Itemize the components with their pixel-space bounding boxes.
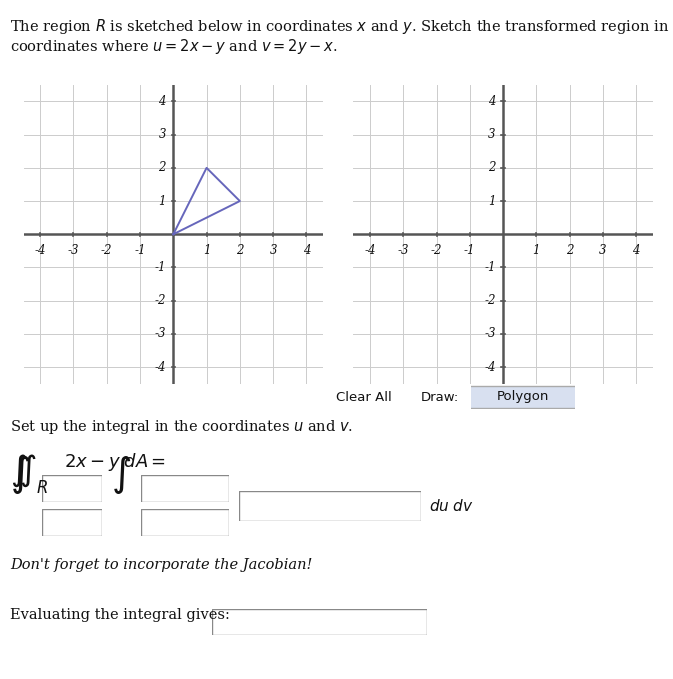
Text: coordinates where $u = 2x - y$ and $v = 2y - x$.: coordinates where $u = 2x - y$ and $v = …	[10, 37, 338, 56]
Text: -1: -1	[135, 244, 146, 257]
Text: 3: 3	[269, 244, 277, 257]
Text: Clear All: Clear All	[336, 390, 392, 404]
FancyBboxPatch shape	[469, 386, 577, 408]
Text: 1: 1	[158, 195, 166, 208]
Text: -1: -1	[464, 244, 476, 257]
Text: 3: 3	[158, 128, 166, 141]
Text: 4: 4	[303, 244, 310, 257]
Text: -1: -1	[485, 261, 496, 274]
Text: Don't forget to incorporate the Jacobian!: Don't forget to incorporate the Jacobian…	[10, 558, 312, 572]
Text: Draw:: Draw:	[421, 390, 459, 404]
Text: 1: 1	[488, 195, 496, 208]
Text: -2: -2	[155, 294, 166, 307]
Text: 1: 1	[203, 244, 211, 257]
Text: -3: -3	[398, 244, 409, 257]
Text: Set up the integral in the coordinates $u$ and $v$.: Set up the integral in the coordinates $…	[10, 418, 353, 436]
Text: -4: -4	[34, 244, 46, 257]
Text: -3: -3	[485, 327, 496, 340]
Text: -3: -3	[68, 244, 79, 257]
Text: 4: 4	[158, 95, 166, 108]
Text: 4: 4	[488, 95, 496, 108]
Text: 2: 2	[236, 244, 244, 257]
Text: $\iint_R$: $\iint_R$	[10, 453, 48, 496]
Text: -2: -2	[431, 244, 442, 257]
Text: $\int$: $\int$	[111, 454, 131, 496]
Text: 3: 3	[599, 244, 606, 257]
Text: -2: -2	[101, 244, 112, 257]
Text: -2: -2	[485, 294, 496, 307]
Text: 2: 2	[488, 162, 496, 175]
Text: -4: -4	[485, 361, 496, 373]
Text: 2: 2	[566, 244, 573, 257]
Text: $du \; dv$: $du \; dv$	[429, 498, 474, 514]
Text: Evaluating the integral gives:: Evaluating the integral gives:	[10, 608, 230, 622]
Text: -3: -3	[155, 327, 166, 340]
Text: -4: -4	[364, 244, 376, 257]
Text: 3: 3	[488, 128, 496, 141]
Text: $\int$: $\int$	[10, 454, 30, 496]
Text: -4: -4	[155, 361, 166, 373]
Text: Polygon: Polygon	[497, 390, 549, 403]
Text: 4: 4	[633, 244, 640, 257]
Text: $2x - y \; dA =$: $2x - y \; dA =$	[64, 451, 166, 473]
Text: 2: 2	[158, 162, 166, 175]
Text: The region $R$ is sketched below in coordinates $x$ and $y$. Sketch the transfor: The region $R$ is sketched below in coor…	[10, 17, 673, 36]
Text: -1: -1	[155, 261, 166, 274]
Text: 1: 1	[532, 244, 540, 257]
